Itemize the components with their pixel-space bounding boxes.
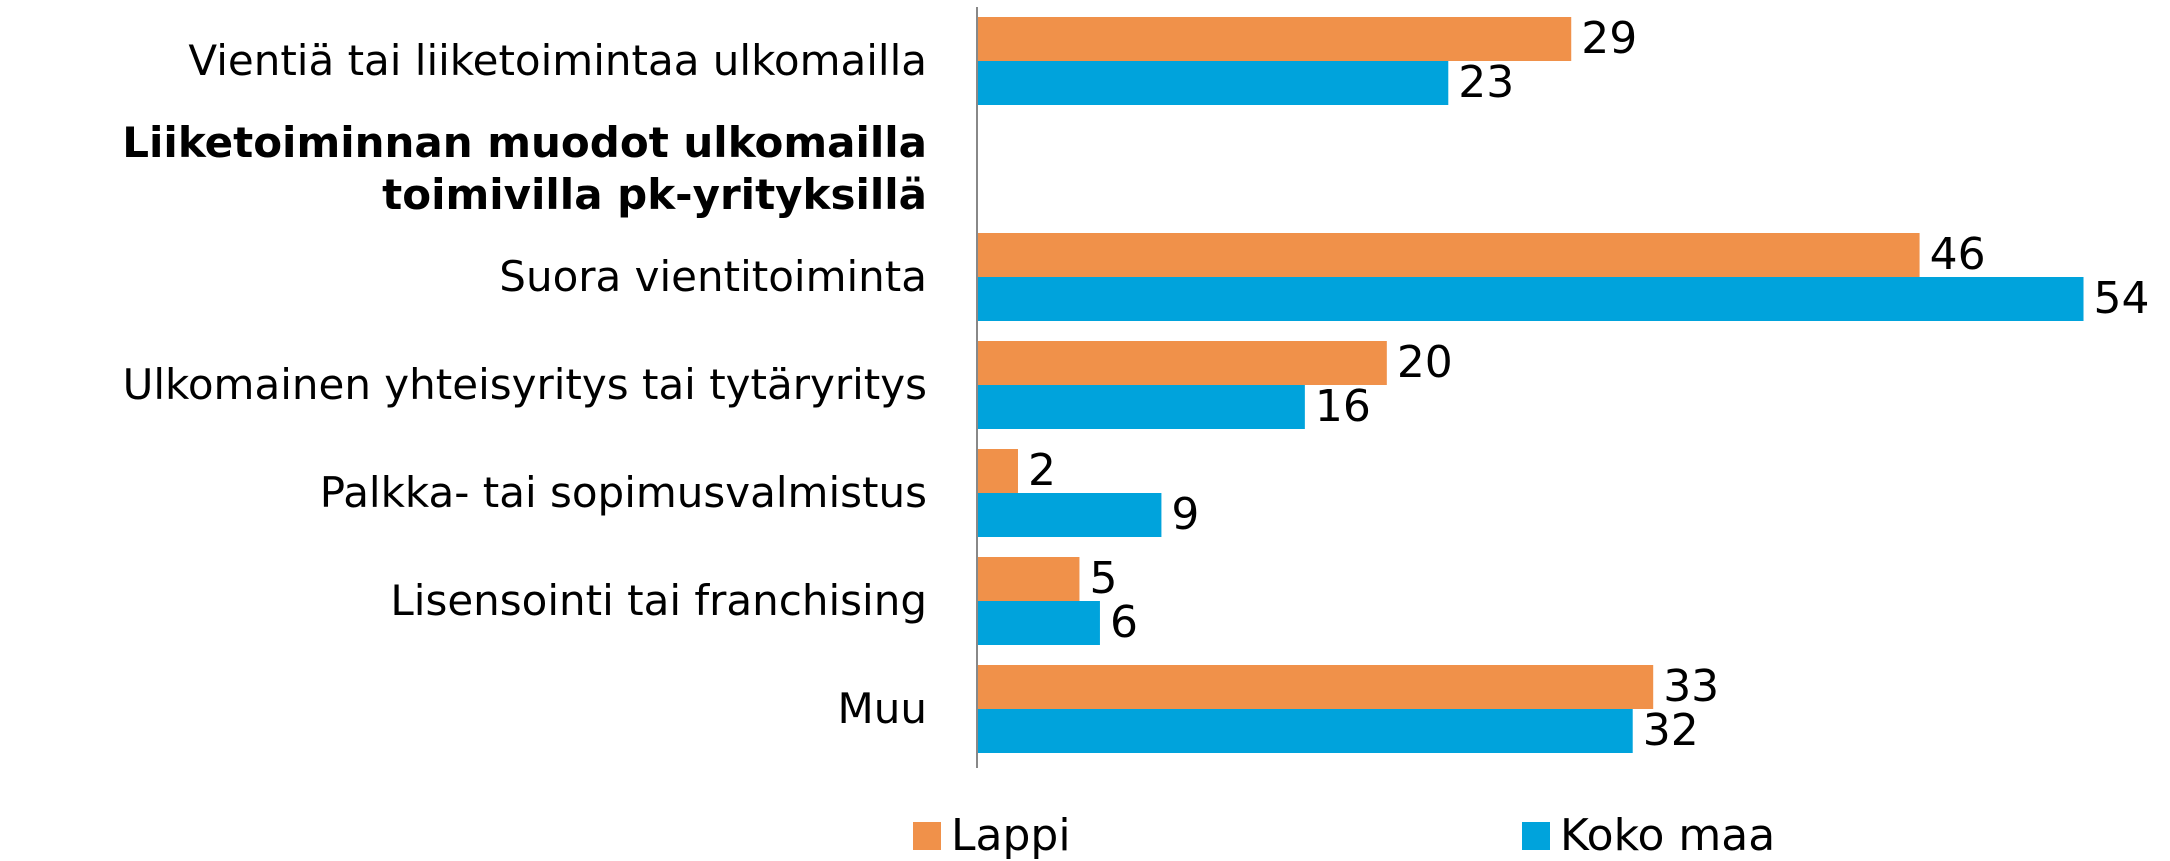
value-label: 6: [1110, 597, 1138, 648]
category-label: Muu: [837, 684, 927, 733]
bar: [977, 709, 1633, 753]
legend-label: Koko maa: [1560, 810, 1775, 861]
value-label: 9: [1171, 489, 1199, 540]
bar: [977, 665, 1654, 709]
value-label: 46: [1930, 229, 1986, 280]
bar: [977, 341, 1387, 385]
value-label: 20: [1397, 337, 1453, 388]
category-label: Ulkomainen yhteisyritys tai tytäryritys: [122, 360, 927, 409]
value-label: 2: [1028, 445, 1056, 496]
bar: [977, 601, 1100, 645]
legend-swatch: [913, 822, 941, 850]
category-header: Liiketoiminnan muodot ulkomailla toimivi…: [122, 118, 927, 219]
value-label: 29: [1581, 13, 1637, 64]
legend-swatch: [1522, 822, 1550, 850]
value-label: 23: [1458, 57, 1514, 108]
legend-label: Lappi: [951, 810, 1071, 861]
bar: [977, 385, 1305, 429]
bar: [977, 277, 2084, 321]
bar: [977, 233, 1920, 277]
bar: [977, 61, 1449, 105]
bar: [977, 17, 1572, 61]
category-label: Vientiä tai liiketoimintaa ulkomailla: [188, 36, 927, 85]
category-label: Palkka- tai sopimusvalmistus: [319, 468, 927, 517]
value-label: 5: [1089, 553, 1117, 604]
value-label: 54: [2094, 273, 2150, 324]
value-label: 33: [1663, 661, 1719, 712]
bar: [977, 493, 1162, 537]
value-label: 32: [1643, 705, 1699, 756]
value-label: 16: [1315, 381, 1371, 432]
category-label: Suora vientitoiminta: [499, 252, 927, 301]
bar: [977, 449, 1018, 493]
category-label: Lisensointi tai franchising: [390, 576, 927, 625]
bar: [977, 557, 1080, 601]
